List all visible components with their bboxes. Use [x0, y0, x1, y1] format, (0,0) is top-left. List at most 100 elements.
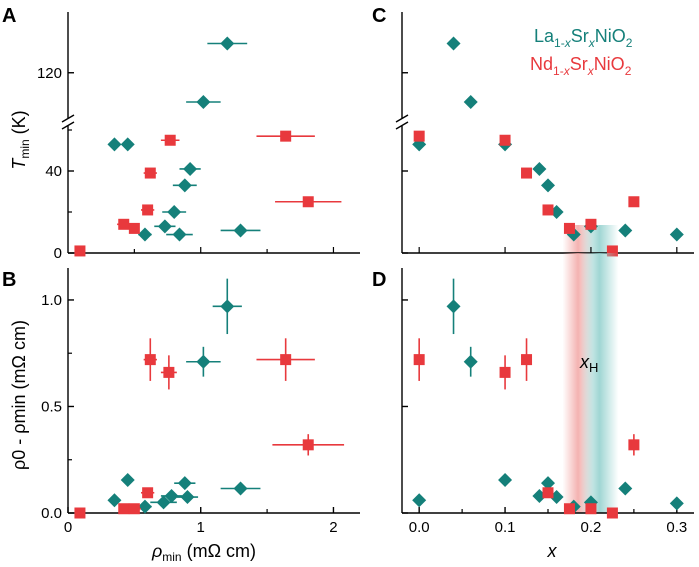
panel-a-la-point-4: [183, 161, 198, 176]
panel-a-ytick-label-0: 0: [54, 245, 62, 262]
panel-a-nd-point-0: [74, 245, 86, 257]
panel-d-nd-point-5: [585, 503, 597, 515]
legend-nd: Nd1-xSrxNiO2: [530, 54, 632, 78]
panel-b-ytick-label-1: 0.5: [41, 398, 62, 415]
panel-a-nd-point-3: [144, 167, 156, 179]
panel-b-nd-point-0: [74, 507, 86, 519]
panel-b-nd-point-7: [302, 439, 314, 451]
panel-b-plot: 0.0 0.5 1.0 0 1 2: [41, 268, 360, 536]
panel-b-la-point-6: [180, 490, 195, 505]
panel-a-plot: 0 40 120: [37, 12, 360, 262]
panel-c-la-point-5: [541, 178, 555, 193]
panel-b-xtick-label-0: 0: [64, 519, 72, 536]
panel-a-la-point-7: [157, 219, 172, 234]
panel-d-letter: D: [372, 269, 386, 291]
panel-a-la-point-2: [107, 137, 122, 152]
panel-b-nd-point-5: [163, 366, 175, 378]
panel-c-la-point-4: [532, 161, 547, 176]
panel-c-nd-point-3: [542, 204, 554, 216]
panel-d-nd-point-1: [499, 366, 511, 378]
panel-b-la-point-1: [196, 354, 211, 369]
panel-b-la-point-5: [164, 488, 179, 503]
panel-a-la-point-1: [196, 95, 211, 109]
panel-a-nd-point-4: [142, 204, 154, 216]
panel-b-nd-point-1: [118, 503, 130, 515]
panel-d-nd-point-4: [563, 503, 575, 515]
panel-c-nd-point-4: [563, 222, 575, 234]
panel-a-la-point-3: [120, 137, 135, 152]
panel-d-la-point-9: [618, 481, 633, 496]
panel-b-xtick-label-2: 2: [329, 519, 337, 536]
panel-c-nd-point-6: [606, 245, 618, 257]
panel-a-nd-point-6: [280, 130, 292, 142]
panel-c-nd-point-1: [499, 134, 511, 146]
panel-d-xlabel: x: [547, 541, 558, 561]
panel-a-nd-point-1: [118, 218, 130, 230]
panel-b-ytick-label-2: 1.0: [41, 292, 62, 309]
panel-d-xh-annotation: xH: [579, 352, 598, 375]
panel-b-la-point-3: [120, 472, 135, 487]
panel-b-la-point-9: [233, 481, 248, 496]
panel-c-la-point-2: [463, 95, 478, 109]
panel-d-la-point-10: [669, 496, 684, 511]
panel-a-la-point-8: [137, 227, 152, 242]
panel-d-xtick-label-1: 0.1: [495, 519, 516, 536]
panel-d-la-point-1: [446, 299, 461, 314]
panel-b-xtick-label-1: 1: [197, 519, 205, 536]
panel-c-axis-break-1: [395, 114, 409, 123]
panel-d-la-point-5: [541, 476, 555, 491]
panel-d-la-point-2: [463, 354, 478, 369]
panel-b-letter: B: [2, 269, 16, 291]
panel-a-nd-point-7: [302, 196, 314, 208]
panel-c-nd-point-5: [585, 218, 597, 230]
panel-a-nd-point-2: [128, 222, 140, 234]
panel-a-la-point-10: [233, 223, 248, 238]
panel-a-letter: A: [2, 5, 16, 27]
panel-b-la-point-2: [107, 493, 122, 508]
panel-b-xlabel: ρmin (mΩ cm): [151, 541, 256, 564]
panel-d-nd-point-0: [413, 354, 425, 366]
panel-c-nd-point-2: [521, 167, 533, 179]
panel-d-xtick-label-2: 0.2: [581, 519, 602, 536]
panel-d-plot: 0.0 0.1 0.2 0.3 xH: [401, 253, 694, 536]
panel-a-axis-break-2: [61, 121, 75, 130]
panel-a-la-point-5: [177, 178, 192, 193]
panel-a-ytick-label-1: 40: [45, 163, 62, 180]
panel-c-nd-point-0: [413, 130, 425, 142]
panel-a-nd-point-5: [164, 134, 176, 146]
panel-b-nd-point-6: [280, 354, 292, 366]
panel-b-ytick-label-0: 0.0: [41, 505, 62, 522]
panel-d-xtick-label-3: 0.3: [666, 519, 687, 536]
panel-d-nd-point-2: [521, 354, 533, 366]
panel-d-la-point-0: [412, 493, 427, 508]
legend-la: La1-xSrxNiO2: [534, 26, 633, 50]
panel-c-nd-point-7: [628, 196, 640, 208]
panel-a-ylabel: Tmin (K): [9, 110, 32, 169]
panel-a-la-point-9: [172, 227, 187, 242]
panel-a-axis-break-1: [61, 114, 75, 123]
panel-b-la-point-0: [220, 299, 235, 314]
panel-c-axis-break-2: [395, 121, 409, 130]
panel-b-la-point-7: [156, 495, 171, 510]
panel-d-band-1: [580, 253, 619, 513]
panel-c-plot: [395, 12, 694, 257]
panel-d-la-point-3: [498, 472, 513, 487]
panel-b-nd-point-3: [142, 487, 154, 499]
panel-d-nd-point-6: [606, 507, 618, 519]
panel-b-nd-point-4: [144, 354, 156, 366]
panel-b-ylabel: ρ0 - ρmin (mΩ cm): [9, 320, 29, 470]
panel-d-nd-point-3: [542, 487, 554, 499]
panel-b-la-point-4: [177, 476, 192, 491]
panel-a-ytick-label-2: 120: [37, 65, 62, 82]
panel-a-la-point-0: [220, 36, 235, 51]
panel-c-la-point-9: [618, 223, 633, 238]
panel-b-nd-point-2: [128, 503, 140, 515]
panel-b-la-point-8: [137, 499, 152, 514]
panel-d-xtick-label-0: 0.0: [409, 519, 430, 536]
panel-a-la-point-6: [167, 205, 182, 219]
panel-d-nd-point-7: [628, 439, 640, 451]
panel-c-letter: C: [372, 5, 386, 27]
panel-c-la-point-1: [446, 36, 461, 51]
panel-c-la-point-10: [669, 227, 684, 242]
